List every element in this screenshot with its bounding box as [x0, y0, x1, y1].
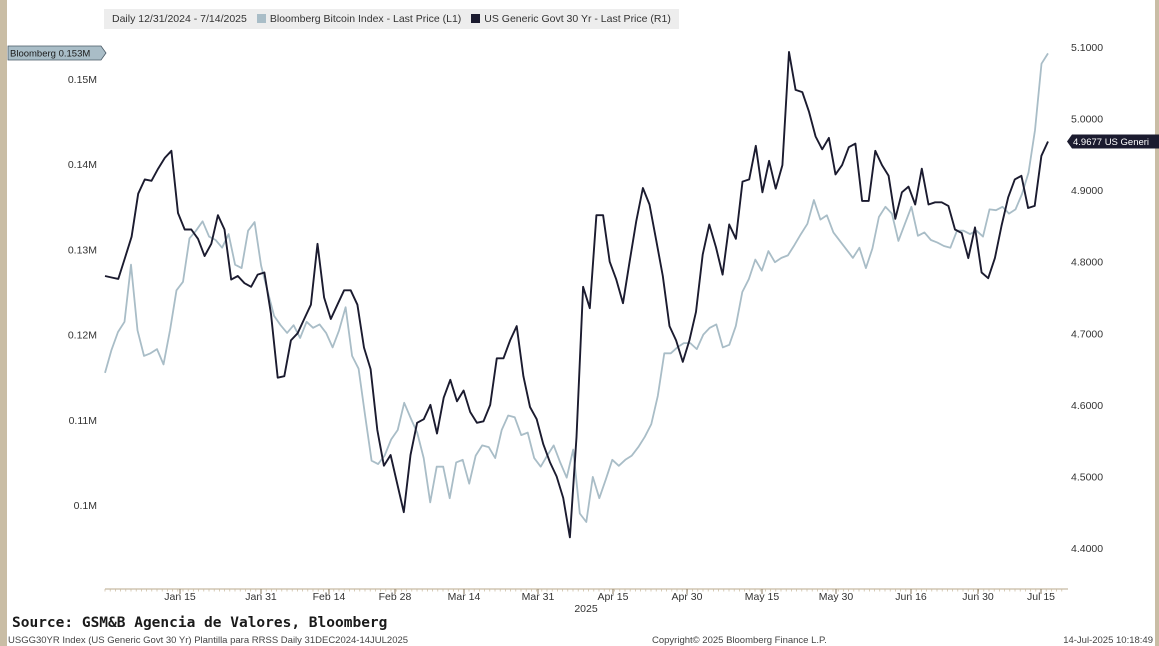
right-axis-tick-label: 4.6000	[1071, 400, 1103, 412]
x-tick-label: Jun 30	[962, 591, 994, 603]
legend-item-bitcoin: Bloomberg Bitcoin Index - Last Price (L1…	[256, 13, 462, 25]
footer-copyright: Copyright© 2025 Bloomberg Finance L.P.	[652, 635, 827, 646]
bitcoin-series-line	[104, 52, 1049, 523]
x-tick-label: Feb 28	[379, 591, 412, 603]
treasury-series-line	[104, 51, 1049, 539]
x-tick-label: Jun 16	[895, 591, 927, 603]
frame-right-border	[1155, 0, 1159, 646]
chart-legend: Daily 12/31/2024 - 7/14/2025 Bloomberg B…	[104, 9, 679, 29]
footer-timestamp: 14-Jul-2025 10:18:49	[1063, 635, 1153, 646]
right-last-value-label: 4.9677 US Generi	[1073, 137, 1149, 148]
right-axis-tick-label: 4.7000	[1071, 328, 1103, 340]
right-axis-tick-label: 5.0000	[1071, 114, 1103, 126]
x-tick-label: Jul 15	[1027, 591, 1055, 603]
right-axis-tick-label: 4.8000	[1071, 257, 1103, 269]
right-last-value-tag	[1067, 134, 1159, 149]
x-tick-label: Feb 14	[313, 591, 346, 603]
right-axis-tick-label: 4.4000	[1071, 543, 1103, 555]
left-axis-tick-label: 0.13M	[68, 244, 97, 256]
x-year-label: 2025	[574, 603, 598, 615]
legend-swatch-treasury	[471, 14, 481, 23]
right-axis-tick-label: 4.5000	[1071, 471, 1103, 483]
legend-item-treasury: US Generic Govt 30 Yr - Last Price (R1)	[471, 13, 671, 25]
right-axis-tick-label: 4.9000	[1071, 185, 1103, 197]
legend-label-treasury: US Generic Govt 30 Yr - Last Price (R1)	[484, 13, 671, 25]
left-axis-tick-label: 0.11M	[69, 415, 97, 427]
legend-label-bitcoin: Bloomberg Bitcoin Index - Last Price (L1…	[269, 13, 462, 25]
left-last-value-tag	[7, 45, 107, 61]
x-tick-label: Jan 15	[164, 591, 196, 603]
left-axis-tick-label: 0.12M	[68, 330, 97, 342]
x-tick-label: May 30	[819, 591, 854, 603]
footer-index-info: USGG30YR Index (US Generic Govt 30 Yr) P…	[8, 635, 409, 646]
left-axis-tick-label: 0.14M	[68, 159, 97, 171]
x-tick-label: Mar 31	[522, 591, 555, 603]
x-tick-label: Apr 15	[598, 591, 629, 603]
left-axis-tick-label: 0.15M	[68, 74, 97, 86]
right-axis-tick-label: 5.1000	[1071, 42, 1103, 54]
left-axis-tick-label: 0.1M	[74, 500, 97, 512]
x-tick-label: Jan 31	[245, 591, 277, 603]
x-tick-label: May 15	[745, 591, 780, 603]
legend-date-range: Daily 12/31/2024 - 7/14/2025	[112, 13, 247, 25]
x-tick-label: Mar 14	[448, 591, 481, 603]
x-tick-label: Apr 30	[672, 591, 703, 603]
frame-left-border	[0, 0, 7, 646]
source-note: Source: GSM&B Agencia de Valores, Bloomb…	[12, 615, 388, 631]
left-last-value-label: Bloomberg 0.153M	[10, 49, 90, 60]
legend-swatch-bitcoin	[256, 14, 266, 23]
